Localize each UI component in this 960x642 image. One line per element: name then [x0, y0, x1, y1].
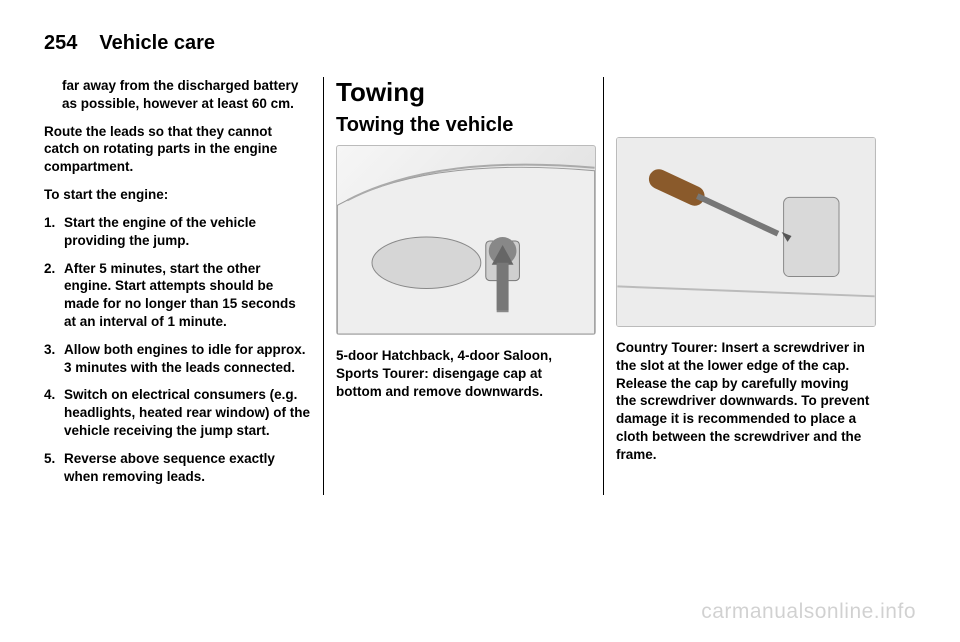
- watermark-text: carmanualsonline.info: [701, 600, 916, 624]
- screwdriver-cap-figure: [616, 137, 876, 327]
- chapter-title: Vehicle care: [99, 32, 215, 55]
- screwdriver-illustration: [617, 138, 875, 326]
- step-item: Allow both engines to idle for approx. 3…: [44, 341, 311, 377]
- column-1: far away from the discharged battery as …: [44, 77, 324, 495]
- step-item: After 5 minutes, start the other engine.…: [44, 260, 311, 331]
- page-header: 254 Vehicle care: [44, 32, 916, 55]
- figure-caption-hatchback: 5-door Hatchback, 4-door Saloon, Sports …: [336, 347, 591, 400]
- routing-paragraph: Route the leads so that they cannot catc…: [44, 123, 311, 176]
- step-item: Start the engine of the vehicle providin…: [44, 214, 311, 250]
- step-item: Switch on electrical consumers (e.g. hea…: [44, 386, 311, 439]
- engine-start-steps: Start the engine of the vehicle providin…: [44, 214, 311, 486]
- page-number: 254: [44, 32, 77, 55]
- page-container: 254 Vehicle care far away from the disch…: [0, 0, 960, 495]
- towing-heading: Towing: [336, 77, 591, 108]
- towing-cap-figure: [336, 145, 596, 335]
- column-2: Towing Towing the vehicle 5-door Hatchba…: [324, 77, 604, 495]
- step-item: Reverse above sequence exactly when remo…: [44, 450, 311, 486]
- content-columns: far away from the discharged battery as …: [44, 77, 916, 495]
- car-front-cap-illustration: [337, 146, 595, 334]
- column-3: Country Tourer: Insert a screwdriver in …: [604, 77, 884, 495]
- towing-subheading: Towing the vehicle: [336, 114, 591, 137]
- intro-continuation: far away from the discharged battery as …: [44, 77, 311, 113]
- figure-caption-country-tourer: Country Tourer: Insert a screwdriver in …: [616, 339, 872, 464]
- start-engine-label: To start the engine:: [44, 186, 311, 204]
